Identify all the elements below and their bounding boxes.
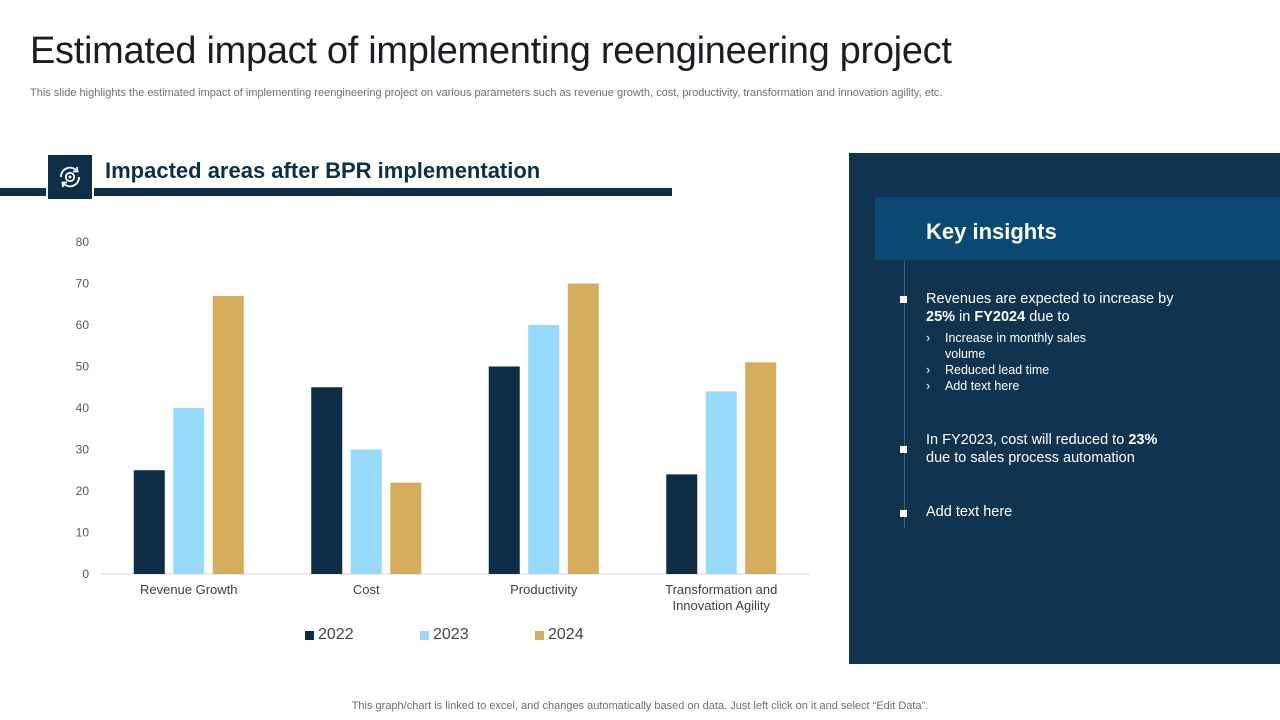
insight-revenue-text: Revenues are expected to increase by 25%… [926,290,1176,326]
bar-chart[interactable]: 0 10 20 30 40 50 60 70 80 Revenue Growth Cost Produ… [60,225,820,620]
section-title-bar [0,188,672,196]
sub-list-item: › Reduced lead time [926,362,1126,378]
y-tick-label: 60 [76,318,90,332]
y-tick-label: 20 [76,484,90,498]
chart-legend: 2022 2023 2024 [305,626,650,644]
legend-swatch-2023 [420,630,429,640]
bar-2022 [311,387,343,574]
insight-bullet-2 [900,446,907,453]
y-tick-label: 0 [82,567,89,581]
bar-2023 [173,408,205,574]
insight-placeholder-text: Add text here [926,503,1176,521]
section-icon-box [46,153,94,201]
insight-3-text: Add text here [926,504,1013,520]
section-title: Impacted areas after BPR implementation [105,158,541,183]
legend-swatch-2022 [305,630,314,640]
insight-1-text-b: in [955,309,975,325]
bar-2022 [488,366,520,574]
bar-2024 [390,482,422,574]
insight-cost-text: In FY2023, cost will reduced to 23% due … [926,431,1176,467]
sub-list-item: › Increase in monthly sales volume [926,330,1126,362]
bar-2023 [705,391,737,574]
y-tick-label: 70 [76,277,90,291]
page-subtitle: This slide highlights the estimated impa… [30,87,943,99]
insight-1-sub-list: › Increase in monthly sales volume › Red… [926,330,1126,394]
sub-item-text: Increase in monthly sales volume [945,331,1087,361]
bar-2024 [567,283,599,574]
insight-1-text-a: Revenues are expected to increase by [926,291,1174,307]
page-title: Estimated impact of implementing reengin… [30,30,952,72]
x-category-label: Productivity [510,582,578,597]
insight-1-highlight-year: FY2024 [974,309,1026,325]
bar-2024 [745,362,777,574]
sub-item-text: Reduced lead time [945,363,1050,377]
legend-item-2024: 2024 [535,626,650,644]
y-tick-label: 10 [76,526,90,540]
bar-2022 [666,474,698,574]
bar-2023 [350,449,382,574]
x-category-label: Innovation Agility [672,598,770,613]
insight-2-text-b: due to sales process automation [926,450,1135,466]
insight-bullet-3 [900,510,907,517]
insight-1-highlight-percent: 25% [926,309,956,325]
legend-label-2023: 2023 [433,626,469,643]
key-insights-header [875,197,1280,260]
insights-timeline-line [904,260,905,528]
key-insights-title: Key insights [926,219,1057,244]
y-tick-label: 80 [76,235,90,249]
bar-2022 [133,470,165,574]
chevron-right-icon: › [926,379,931,393]
page-footer-note: This graph/chart is linked to excel, and… [351,700,929,712]
x-category-label: Revenue Growth [140,582,238,597]
insight-bullet-1 [900,296,907,303]
x-category-label: Transformation and [665,582,777,597]
insight-2-highlight-percent: 23% [1128,432,1158,448]
legend-item-2023: 2023 [420,626,535,644]
x-category-label: Cost [353,582,380,597]
insight-1-text-c: due to [1025,309,1070,325]
y-tick-label: 30 [76,443,90,457]
legend-swatch-2024 [535,630,544,640]
legend-label-2024: 2024 [548,626,584,643]
y-tick-label: 50 [76,360,90,374]
bar-2023 [528,325,560,574]
chevron-right-icon: › [926,363,931,377]
sub-list-item: › Add text here [926,378,1126,394]
bar-2024 [212,295,244,574]
insight-2-text-a: In FY2023, cost will reduced to [926,432,1129,448]
sub-item-text: Add text here [945,379,1020,393]
y-tick-label: 40 [76,401,90,415]
gear-refresh-icon [60,166,80,188]
legend-label-2022: 2022 [318,626,354,643]
chevron-right-icon: › [926,331,931,345]
legend-item-2022: 2022 [305,626,420,644]
